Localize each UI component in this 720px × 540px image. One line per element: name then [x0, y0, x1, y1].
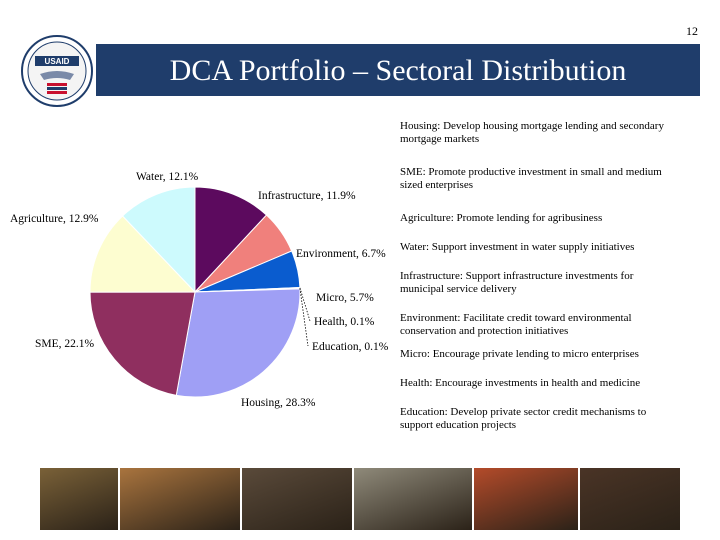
page-number: 12: [686, 24, 698, 38]
pie-slice-5: [175, 288, 301, 398]
slice-label-1: Environment, 6.7%: [296, 248, 386, 260]
description-housing: Housing: Develop housing mortgage lendin…: [400, 120, 664, 145]
photo-workshop: [474, 468, 578, 530]
slice-label-5: Housing, 28.3%: [241, 397, 316, 409]
slice-label-6: SME, 22.1%: [35, 338, 95, 350]
description-environment: Environment: Facilitate credit toward en…: [400, 312, 632, 337]
photo-community-meeting: [242, 468, 352, 530]
photo-woman-portrait: [580, 468, 680, 530]
leader-line-3: [299, 287, 311, 322]
description-agriculture: Agriculture: Promote lending for agribus…: [400, 212, 603, 224]
pie-chart: Infrastructure, 11.9% Environment, 6.7% Mi…: [10, 171, 389, 409]
sector-descriptions: Housing: Develop housing mortgage lendin…: [400, 120, 670, 432]
slice-label-7: Agriculture, 12.9%: [10, 213, 99, 225]
slice-label-0: Infrastructure, 11.9%: [258, 190, 356, 202]
photo-farm-field: [40, 468, 118, 530]
leader-line-4: [299, 288, 309, 347]
photo-market-street: [354, 468, 472, 530]
description-education: Education: Develop private sector credit…: [400, 406, 647, 431]
pie-slice-7: [89, 215, 197, 293]
slice-label-4: Education, 0.1%: [312, 341, 389, 353]
description-micro: Micro: Encourage private lending to micr…: [400, 348, 639, 360]
pie-slice-8: [121, 186, 196, 294]
pie-slice-6: [89, 291, 196, 396]
slide-title: DCA Portfolio – Sectoral Distribution: [169, 54, 627, 87]
description-water: Water: Support investment in water suppl…: [400, 241, 635, 253]
description-sme: SME: Promote productive investment in sm…: [400, 166, 662, 191]
description-health: Health: Encourage investments in health …: [400, 377, 641, 389]
description-infrastructure: Infrastructure: Support infrastructure i…: [400, 270, 634, 295]
slice-label-3: Health, 0.1%: [314, 316, 375, 328]
usaid-logo: USAID: [21, 35, 93, 107]
slice-label-8: Water, 12.1%: [136, 171, 199, 183]
slice-label-2: Micro, 5.7%: [316, 292, 374, 304]
title-bar: DCA Portfolio – Sectoral Distribution: [96, 44, 700, 96]
logo-text: USAID: [45, 57, 70, 66]
pie-slice-0: [194, 186, 268, 294]
photo-strip: [40, 468, 680, 530]
photo-children-group: [120, 468, 240, 530]
